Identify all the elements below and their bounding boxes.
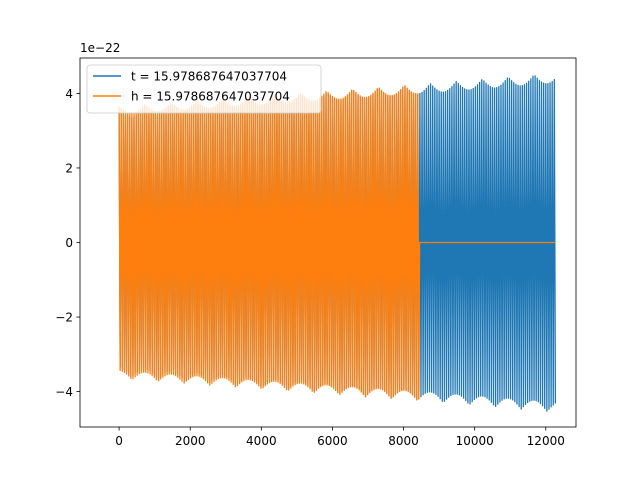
y-axis: −4 −2 0 2 4 [55, 87, 80, 399]
x-axis: 0 2000 4000 6000 8000 10000 12000 [115, 427, 565, 448]
legend-label-1: t = 15.978687647037704 [131, 70, 287, 84]
legend: t = 15.978687647037704 h = 15.97868764703… [86, 64, 322, 114]
series-line-2 [118, 85, 556, 401]
y-tick-label: −4 [55, 385, 73, 399]
series-layer [118, 75, 557, 412]
x-tick-label: 8000 [388, 434, 419, 448]
y-axis-exponent-label: 1e−22 [80, 41, 120, 55]
x-tick-label: 2000 [175, 434, 206, 448]
x-tick-label: 6000 [317, 434, 348, 448]
x-tick-label: 12000 [527, 434, 565, 448]
x-tick-label: 10000 [456, 434, 494, 448]
y-tick-label: 2 [65, 161, 73, 175]
y-tick-label: 0 [65, 236, 73, 250]
y-tick-label: 4 [65, 87, 73, 101]
series-2 [118, 85, 556, 401]
y-tick-label: −2 [55, 311, 73, 325]
x-tick-label: 4000 [246, 434, 277, 448]
legend-box [86, 64, 322, 114]
legend-label-2: h = 15.978687647037704 [131, 90, 290, 104]
x-tick-label: 0 [115, 434, 123, 448]
